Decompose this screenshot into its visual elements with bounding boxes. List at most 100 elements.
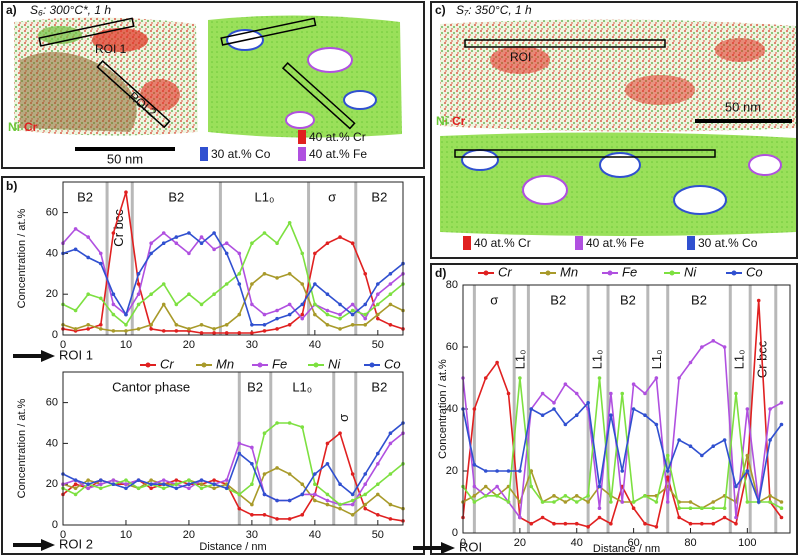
data-point bbox=[313, 472, 317, 476]
data-point bbox=[262, 492, 267, 497]
data-point bbox=[287, 472, 292, 476]
data-point bbox=[350, 312, 355, 317]
roi-label: ROI bbox=[459, 539, 482, 554]
data-point bbox=[586, 494, 590, 498]
data-point bbox=[325, 308, 330, 313]
data-point bbox=[376, 282, 380, 286]
data-point bbox=[711, 444, 716, 449]
y-tick-label: 0 bbox=[52, 519, 58, 531]
data-point bbox=[262, 312, 267, 317]
phase-label: L1₀ bbox=[292, 379, 312, 394]
series-line bbox=[62, 221, 404, 326]
data-point bbox=[376, 462, 380, 466]
data-point bbox=[287, 272, 292, 276]
data-point bbox=[745, 469, 750, 473]
data-point bbox=[250, 513, 254, 517]
data-point bbox=[574, 413, 579, 418]
panel-label: d) bbox=[435, 266, 446, 280]
data-point bbox=[665, 469, 670, 473]
data-point bbox=[700, 453, 704, 458]
data-point bbox=[472, 500, 477, 504]
legend-swatch bbox=[483, 270, 489, 276]
data-point bbox=[237, 506, 242, 511]
data-point bbox=[187, 327, 191, 331]
data-point bbox=[677, 515, 681, 520]
x-tick-label: 50 bbox=[372, 529, 384, 541]
data-point bbox=[688, 444, 693, 449]
data-point bbox=[350, 308, 355, 313]
phase-label: B2 bbox=[371, 189, 387, 204]
data-point bbox=[136, 327, 141, 331]
x-tick-label: 50 bbox=[372, 339, 384, 351]
data-point bbox=[643, 413, 647, 418]
data-point bbox=[199, 241, 204, 245]
data-point bbox=[388, 517, 393, 521]
data-point bbox=[388, 302, 393, 307]
plot-frame bbox=[62, 371, 404, 526]
data-point bbox=[586, 525, 590, 529]
data-point bbox=[388, 323, 393, 327]
data-point bbox=[224, 331, 229, 335]
data-point bbox=[300, 302, 305, 307]
legend-swatch bbox=[257, 362, 263, 368]
data-point bbox=[734, 521, 738, 526]
data-point bbox=[174, 302, 179, 307]
data-point bbox=[350, 513, 355, 517]
data-point bbox=[250, 482, 254, 487]
data-point bbox=[483, 376, 488, 380]
data-point bbox=[388, 282, 393, 286]
data-point bbox=[779, 401, 784, 405]
data-point bbox=[275, 466, 279, 470]
data-point bbox=[174, 241, 179, 245]
data-point bbox=[506, 500, 511, 504]
data-point bbox=[174, 486, 179, 491]
roi-arrow bbox=[13, 350, 55, 362]
data-point bbox=[338, 302, 342, 307]
data-point bbox=[250, 462, 254, 466]
data-point bbox=[677, 438, 681, 442]
data-point bbox=[161, 478, 166, 482]
data-point bbox=[677, 506, 681, 511]
data-point bbox=[250, 331, 254, 335]
data-point bbox=[313, 282, 317, 286]
data-point bbox=[136, 282, 141, 286]
data-point bbox=[275, 276, 279, 280]
phase-label: σ bbox=[336, 414, 351, 422]
data-point bbox=[161, 302, 166, 307]
data-point bbox=[111, 302, 116, 307]
data-point bbox=[654, 500, 659, 504]
data-point bbox=[300, 513, 305, 517]
data-point bbox=[224, 241, 229, 245]
roi-label: ROI 2 bbox=[59, 536, 93, 551]
phase-label: B2 bbox=[77, 189, 93, 204]
data-point bbox=[98, 478, 103, 482]
data-point bbox=[174, 323, 179, 327]
data-point bbox=[338, 502, 342, 507]
data-point bbox=[300, 312, 305, 317]
legend-swatch bbox=[369, 362, 375, 368]
x-axis-label: Distance / nm bbox=[593, 543, 660, 555]
data-point bbox=[98, 323, 103, 327]
data-point bbox=[98, 296, 103, 301]
data-point bbox=[287, 221, 292, 225]
x-tick-label: 10 bbox=[120, 529, 132, 541]
data-point bbox=[149, 251, 153, 256]
data-point bbox=[199, 478, 204, 482]
data-point bbox=[262, 472, 267, 476]
data-point bbox=[300, 492, 305, 497]
data-point bbox=[363, 472, 368, 476]
legend-swatch bbox=[313, 362, 319, 368]
data-point bbox=[654, 525, 659, 529]
data-point bbox=[620, 391, 625, 396]
data-point bbox=[768, 500, 772, 504]
data-point bbox=[609, 521, 613, 526]
data-point bbox=[287, 312, 292, 317]
y-tick-label: 40 bbox=[46, 437, 58, 449]
iso-label: 40 at.% Fe bbox=[586, 236, 644, 250]
data-point bbox=[688, 500, 693, 504]
data-point bbox=[212, 327, 216, 331]
data-point bbox=[631, 382, 636, 387]
data-point bbox=[275, 517, 279, 521]
data-point bbox=[363, 502, 368, 507]
